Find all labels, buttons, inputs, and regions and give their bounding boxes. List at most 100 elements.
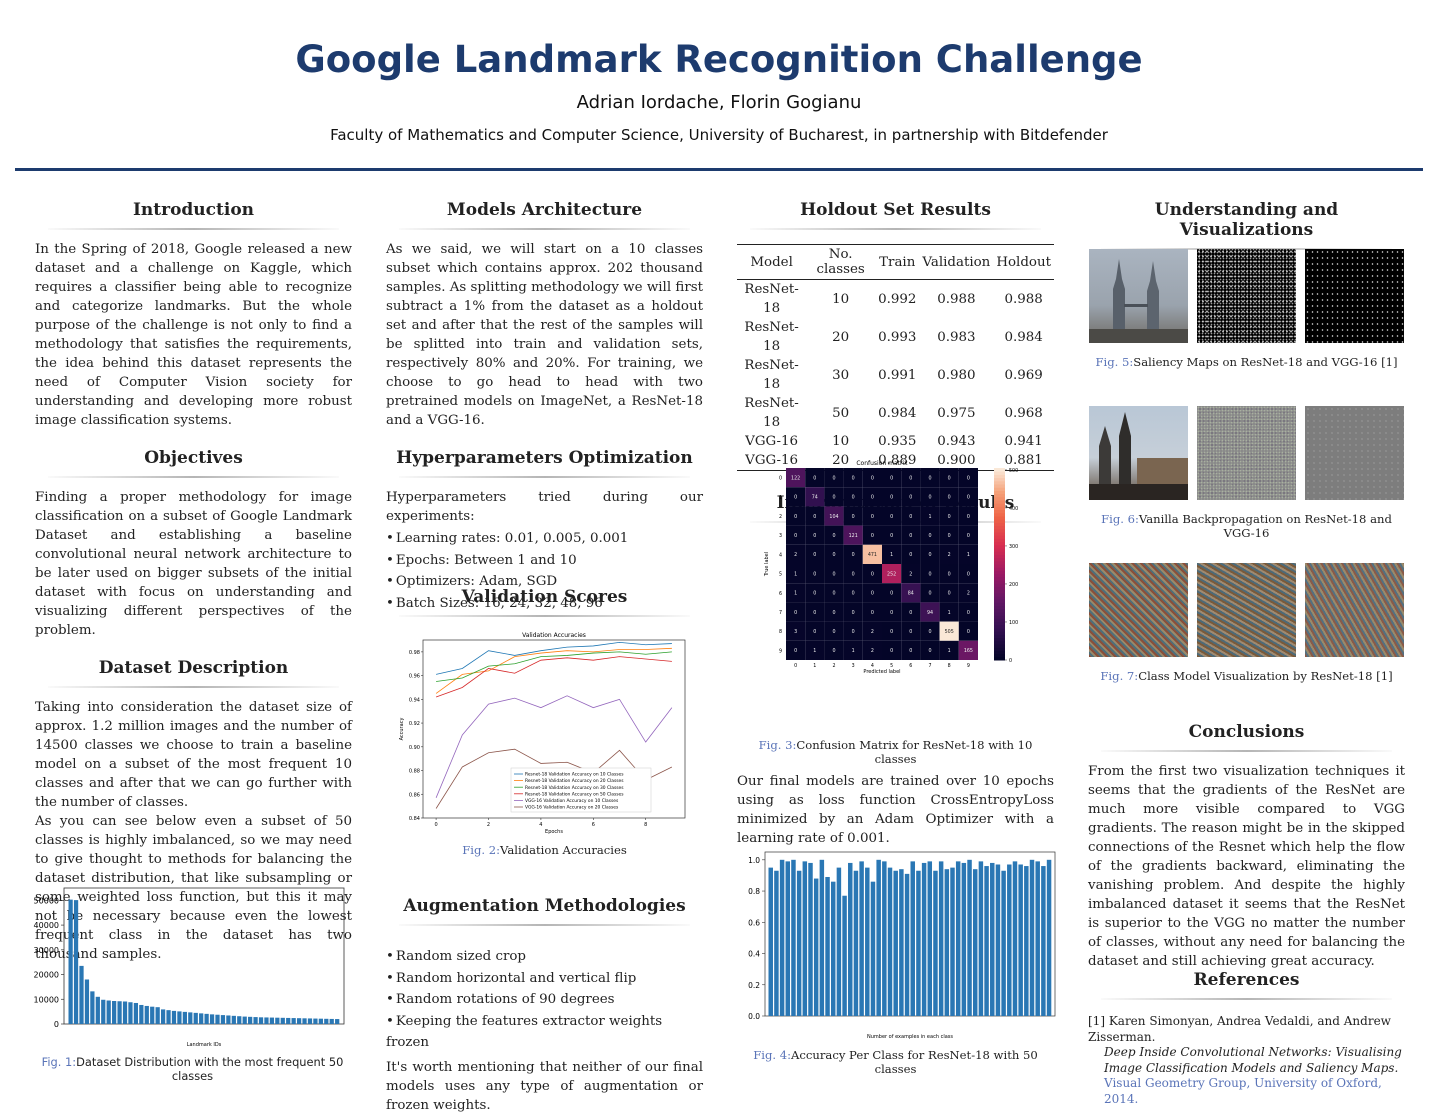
table-cell: 0.992 [878, 291, 917, 307]
table-cell: 0.881 [1004, 453, 1043, 468]
bar [133, 1002, 139, 1024]
table-cell: 0.984 [1004, 329, 1043, 345]
chart-title: Validation Accuracies [522, 632, 586, 639]
table-cell: ResNet-18 [744, 320, 799, 354]
fig-label: Fig. 4: [753, 1048, 792, 1062]
cell-value: 84 [908, 591, 914, 597]
x-axis-label: Epochs [545, 829, 563, 835]
colorbar-segment [994, 596, 1005, 600]
colorbar-segment [994, 608, 1005, 613]
cell-value: 0 [852, 629, 855, 635]
list-item: Random sized crop [386, 946, 703, 968]
bar [112, 1001, 117, 1024]
cell-value: 505 [945, 629, 954, 635]
authors: Adrian Iordache, Florin Gogianu [576, 92, 862, 113]
bar [139, 1004, 144, 1024]
x-tick-label: 6 [909, 663, 912, 669]
table-header: Train [875, 244, 920, 280]
legend-entry: VGG-16 Validation Accuracy on 10 Classes [525, 798, 619, 804]
y-tick-label: 0.98 [409, 650, 420, 656]
section-title: References [1193, 970, 1300, 990]
bar [275, 1017, 280, 1024]
bar [318, 1018, 323, 1024]
table-cell: 30 [832, 367, 850, 383]
cell-value: 0 [832, 648, 835, 654]
plot-frame [422, 639, 686, 819]
bar [785, 861, 791, 1016]
bar [231, 1015, 236, 1024]
colorbar-segment [994, 647, 1005, 651]
cell-value: 0 [967, 571, 970, 577]
cell-value: 0 [909, 648, 912, 654]
matrix-cell [786, 583, 806, 603]
bar [220, 1015, 226, 1024]
colorbar-segment [994, 612, 1005, 616]
table-cell: 0.991 [878, 367, 917, 383]
y-tick-label: 6 [779, 591, 782, 597]
cell-value: 0 [890, 495, 893, 501]
bar [296, 1018, 302, 1024]
cell-value: 0 [871, 591, 874, 597]
colorbar-segment [994, 605, 1005, 610]
matrix-cell [939, 506, 959, 526]
section-rule [398, 924, 691, 926]
x-tick-label: 0 [794, 663, 797, 669]
cell-value: 0 [890, 533, 893, 539]
y-tick-label: 0.86 [409, 792, 420, 798]
colorbar-segment [994, 653, 1005, 658]
section-rule [47, 476, 340, 478]
colorbar-segment [994, 567, 1005, 571]
colorbar-segment [994, 535, 1005, 539]
cell-value: 0 [813, 514, 816, 520]
y-tick-label: 50000 [34, 896, 59, 905]
colorbar-segment [994, 599, 1005, 603]
series-line [435, 748, 673, 809]
cell-value: 2 [948, 552, 951, 558]
matrix-cell [939, 487, 959, 507]
colorbar-segment [994, 506, 1005, 511]
cell-value: 0 [852, 610, 855, 616]
models-section: Models Architecture As we said, we will … [386, 200, 703, 430]
colorbar-segment [994, 477, 1005, 482]
column-1: Introduction In the Spring of 2018, Goog… [35, 200, 352, 964]
cell-value: 0 [794, 533, 797, 539]
bar [204, 1013, 209, 1024]
bar [237, 1016, 242, 1024]
matrix-cell [920, 544, 940, 564]
bar [916, 870, 921, 1016]
colorbar-segment [994, 554, 1005, 559]
table-row: VGG-16 10 0.935 0.943 0.941 [737, 432, 1054, 451]
cell-value: 0 [794, 495, 797, 501]
legend-entry: VGG-16 Validation Accuracy on 20 Classes [525, 805, 619, 811]
conclusions-section: Conclusions From the first two visualiza… [1088, 722, 1405, 971]
table-cell: 0.969 [1004, 367, 1043, 383]
matrix-cell [862, 468, 882, 488]
fig-text: Saliency Maps on ResNet-18 and VGG-16 [1… [1133, 355, 1398, 369]
table-header-row: Model No. classes Train Validation Holdo… [737, 244, 1054, 280]
matrix-cell [805, 583, 825, 603]
section-rule [398, 476, 691, 478]
bar [990, 862, 995, 1016]
cell-value: 0 [813, 552, 816, 558]
table-cell: 0.988 [1004, 291, 1043, 307]
section-title: Dataset Description [98, 658, 289, 678]
cell-value: 1 [928, 514, 931, 520]
section-title: Holdout Set Results [800, 200, 991, 220]
cell-value: 0 [813, 610, 816, 616]
matrix-cell [824, 487, 844, 507]
church-image [1089, 412, 1188, 500]
fig-label: Fig. 6: [1101, 512, 1139, 526]
cell-value: 0 [871, 571, 874, 577]
colorbar-segment [994, 576, 1005, 581]
table-cell: 0.941 [1004, 434, 1043, 449]
y-tick-label: 7 [779, 610, 782, 616]
series-line [435, 695, 673, 798]
matrix-cell [805, 506, 825, 526]
table-cell: 20 [832, 329, 850, 345]
y-tick-label: 0.84 [409, 816, 420, 822]
colorbar-tick-label: 100 [1009, 620, 1018, 626]
bar [819, 859, 825, 1016]
section-rule [1100, 750, 1393, 752]
matrix-cell [958, 468, 978, 488]
reference-item: [1] Karen Simonyan, Andrea Vedaldi, and … [1088, 1014, 1405, 1107]
